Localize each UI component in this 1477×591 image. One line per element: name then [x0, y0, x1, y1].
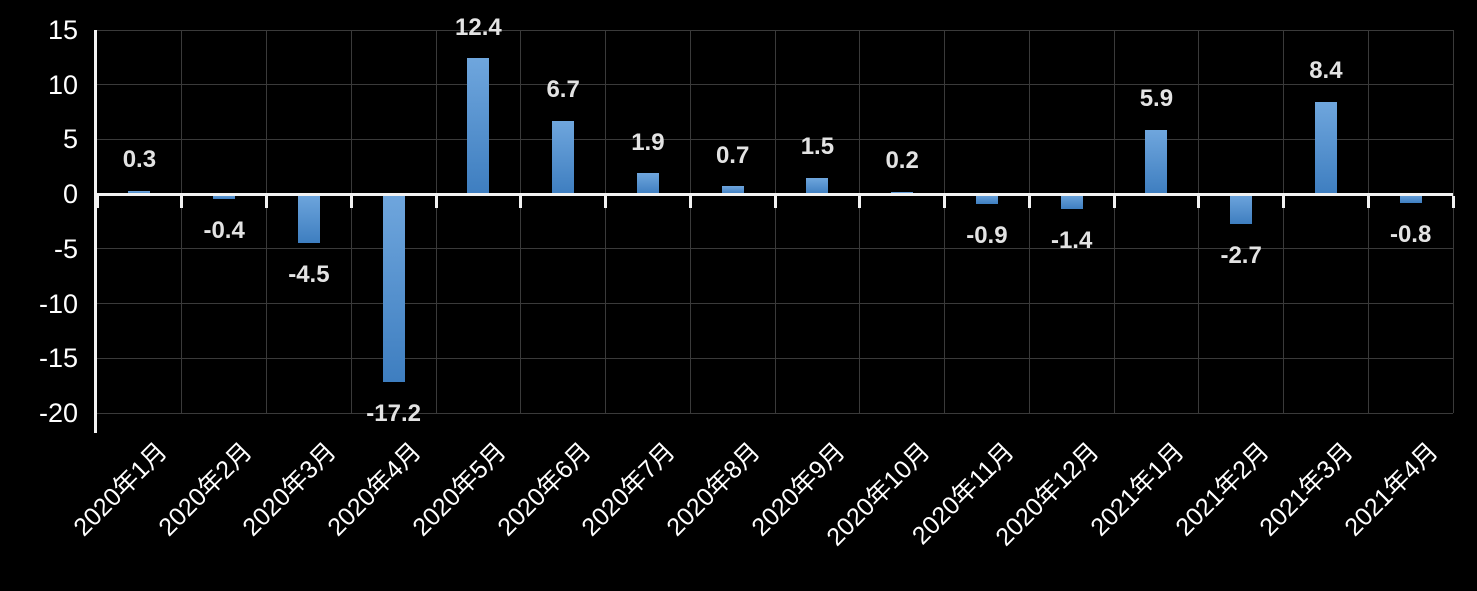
- y-axis-tick-label: -20: [38, 398, 78, 428]
- vertical-gridline: [181, 30, 183, 413]
- vertical-gridline: [1198, 30, 1200, 413]
- x-axis-tick: [1282, 195, 1285, 208]
- bar-value-label: -0.9: [966, 221, 1008, 249]
- bar: [1314, 102, 1337, 195]
- bar: [297, 194, 320, 244]
- bar-value-label: -2.7: [1220, 241, 1262, 269]
- bar: [721, 186, 744, 195]
- bar-value-label: 5.9: [1139, 84, 1174, 112]
- horizontal-gridline: [97, 412, 1453, 414]
- bar-value-label: -0.8: [1389, 220, 1432, 248]
- y-axis-tick-label: 5: [62, 124, 78, 155]
- bar-value-label: 0.3: [122, 146, 157, 174]
- bar: [213, 194, 236, 199]
- bar: [382, 194, 405, 383]
- bar-value-label: 12.4: [455, 13, 502, 41]
- y-axis-line: [94, 30, 97, 433]
- vertical-gridline: [689, 30, 691, 413]
- x-axis-tick: [1112, 195, 1116, 208]
- x-axis-tick: [1451, 195, 1455, 208]
- vertical-gridline: [266, 30, 267, 413]
- bar: [552, 120, 575, 195]
- x-axis-tick: [265, 195, 268, 208]
- bar-value-label: 1.5: [800, 132, 835, 160]
- y-axis-tick-label: -15: [38, 343, 78, 374]
- x-axis-tick: [858, 195, 862, 208]
- bar-value-label: 0.2: [885, 147, 919, 175]
- vertical-gridline: [605, 30, 606, 413]
- bar-value-label: 6.7: [546, 76, 580, 104]
- x-axis-tick: [604, 195, 607, 208]
- vertical-gridline: [1028, 30, 1030, 413]
- vertical-gridline: [859, 30, 861, 413]
- bar: [1145, 129, 1168, 195]
- x-axis-tick: [1366, 195, 1370, 208]
- x-axis-tick: [688, 195, 692, 208]
- y-axis-tick-label: -5: [53, 233, 78, 264]
- vertical-gridline: [1452, 30, 1454, 413]
- bar-value-label: -4.5: [288, 261, 330, 289]
- bar-value-label: 1.9: [631, 128, 665, 156]
- bar: [975, 194, 998, 204]
- y-axis-tick-label: 0: [62, 179, 78, 210]
- x-axis-tick: [349, 195, 353, 208]
- bar-value-label: -1.4: [1050, 227, 1093, 255]
- vertical-gridline: [1113, 30, 1115, 413]
- vertical-gridline: [435, 30, 437, 413]
- x-axis-tick: [1027, 195, 1031, 208]
- vertical-gridline: [1367, 30, 1369, 413]
- x-axis-tick: [519, 195, 523, 208]
- bar: [1060, 194, 1083, 210]
- y-axis-tick-label: -10: [38, 288, 78, 319]
- y-axis-tick-label: 10: [47, 69, 78, 100]
- y-axis-tick-label: 15: [47, 15, 78, 45]
- zero-axis-line: [94, 192, 1453, 196]
- bar: [1230, 194, 1253, 224]
- bar-value-label: 8.4: [1309, 57, 1343, 85]
- x-axis-tick: [1197, 195, 1201, 208]
- bar: [128, 190, 151, 195]
- bar: [467, 58, 490, 195]
- bar-value-label: 0.7: [715, 141, 750, 169]
- x-axis-tick: [773, 195, 777, 208]
- vertical-gridline: [520, 30, 522, 413]
- x-axis-tick: [434, 195, 438, 208]
- bar: [636, 173, 659, 195]
- vertical-gridline: [1283, 30, 1284, 413]
- x-axis-tick: [943, 195, 946, 208]
- vertical-gridline: [350, 30, 352, 413]
- bar: [1399, 194, 1422, 203]
- bar-value-label: -17.2: [366, 400, 421, 428]
- x-axis-tick: [180, 195, 184, 208]
- x-axis-tick: [95, 195, 99, 208]
- bar: [806, 177, 829, 195]
- vertical-gridline: [944, 30, 945, 413]
- vertical-gridline: [774, 30, 776, 413]
- bar-value-label: -0.4: [203, 216, 245, 244]
